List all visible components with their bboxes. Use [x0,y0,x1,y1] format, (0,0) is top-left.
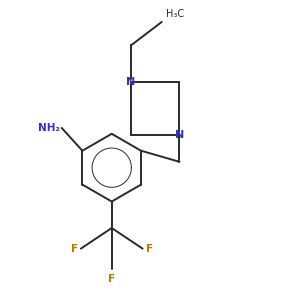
Text: N: N [175,130,184,140]
Text: F: F [108,274,115,284]
Text: NH₂: NH₂ [38,123,60,133]
Text: N: N [126,77,136,87]
Text: F: F [71,244,78,254]
Text: F: F [146,244,153,254]
Text: H₃C: H₃C [166,9,184,19]
